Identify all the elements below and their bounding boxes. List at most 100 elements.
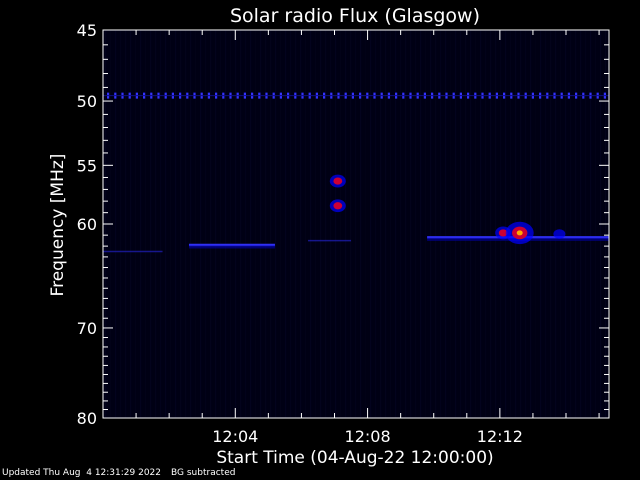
noise-stripe	[290, 30, 292, 418]
noise-stripe	[415, 30, 417, 418]
noise-stripe	[495, 30, 497, 418]
noise-stripe	[310, 30, 312, 418]
feature-burst-core	[498, 229, 508, 237]
y-tick-label: 70	[77, 319, 97, 338]
noise-stripe	[135, 30, 137, 418]
x-tick-label: 12:08	[345, 427, 391, 446]
noise-stripe	[500, 30, 502, 418]
noise-stripe	[225, 30, 227, 418]
axes: 45 50 55 60 70 80 12:04 12:08 12:12	[77, 21, 610, 446]
noise-stripe	[175, 30, 177, 418]
noise-stripe	[180, 30, 182, 418]
x-axis-label: Start Time (04-Aug-22 12:00:00)	[216, 448, 493, 468]
noise-stripe	[305, 30, 307, 418]
noise-stripe	[115, 30, 117, 418]
noise-stripe	[565, 30, 567, 418]
noise-stripe	[465, 30, 467, 418]
noise-stripe	[160, 30, 162, 418]
noise-stripe	[240, 30, 242, 418]
noise-stripe	[325, 30, 327, 418]
noise-stripe	[435, 30, 437, 418]
noise-stripe	[490, 30, 492, 418]
noise-stripe	[580, 30, 582, 418]
noise-stripe	[505, 30, 507, 418]
plot-area	[103, 30, 609, 418]
feature-burst-peak	[516, 230, 523, 236]
footer: Updated Thu Aug 4 12:31:29 2022 BG subtra…	[2, 468, 245, 478]
noise-stripe	[445, 30, 447, 418]
y-tick-label: 50	[77, 92, 97, 111]
noise-stripe	[380, 30, 382, 418]
noise-stripe	[250, 30, 252, 418]
noise-stripe	[345, 30, 347, 418]
noise-stripe	[205, 30, 207, 418]
feature-burst-core	[333, 177, 343, 185]
noise-stripe	[340, 30, 342, 418]
noise-stripe	[555, 30, 557, 418]
noise-stripe	[130, 30, 132, 418]
noise-stripe	[165, 30, 167, 418]
noise-stripe	[300, 30, 302, 418]
noise-stripe	[215, 30, 217, 418]
y-tick-label: 60	[77, 215, 97, 234]
noise-stripe	[275, 30, 277, 418]
x-tick-label: 12:04	[212, 427, 258, 446]
noise-stripe	[425, 30, 427, 418]
noise-stripe	[245, 30, 247, 418]
noise-stripe	[125, 30, 127, 418]
noise-stripe	[330, 30, 332, 418]
feature-burst-core	[333, 202, 343, 210]
noise-stripe	[220, 30, 222, 418]
noise-stripe	[145, 30, 147, 418]
noise-stripe	[390, 30, 392, 418]
noise-stripe	[475, 30, 477, 418]
noise-stripe	[510, 30, 512, 418]
noise-stripe	[365, 30, 367, 418]
noise-stripe	[190, 30, 192, 418]
noise-stripe	[230, 30, 232, 418]
noise-stripe	[335, 30, 337, 418]
x-tick-label: 12:12	[477, 427, 523, 446]
noise-stripe	[585, 30, 587, 418]
noise-stripe	[315, 30, 317, 418]
noise-stripe	[550, 30, 552, 418]
noise-stripe	[530, 30, 532, 418]
y-axis-label: Frequency [MHz]	[48, 154, 68, 297]
noise-stripe	[575, 30, 577, 418]
noise-stripe	[450, 30, 452, 418]
noise-stripe	[595, 30, 597, 418]
noise-stripe	[280, 30, 282, 418]
noise-stripe	[120, 30, 122, 418]
noise-stripe	[360, 30, 362, 418]
noise-stripe	[295, 30, 297, 418]
bg-subtracted-note: BG subtracted	[171, 468, 236, 478]
noise-stripe	[405, 30, 407, 418]
noise-stripe	[460, 30, 462, 418]
noise-stripe	[410, 30, 412, 418]
noise-stripe	[195, 30, 197, 418]
noise-stripe	[210, 30, 212, 418]
noise-stripe	[350, 30, 352, 418]
noise-stripe	[140, 30, 142, 418]
noise-stripe	[485, 30, 487, 418]
noise-stripe	[370, 30, 372, 418]
noise-stripe	[355, 30, 357, 418]
noise-stripe	[470, 30, 472, 418]
noise-stripe	[150, 30, 152, 418]
noise-stripe	[265, 30, 267, 418]
noise-stripe	[570, 30, 572, 418]
noise-stripe	[260, 30, 262, 418]
noise-stripe	[270, 30, 272, 418]
chart-title: Solar radio Flux (Glasgow)	[230, 5, 480, 27]
noise-stripe	[430, 30, 432, 418]
noise-stripe	[320, 30, 322, 418]
noise-stripe	[540, 30, 542, 418]
y-tick-label: 55	[77, 156, 97, 175]
noise-stripe	[400, 30, 402, 418]
noise-stripe	[255, 30, 257, 418]
noise-stripe	[155, 30, 157, 418]
noise-stripe	[480, 30, 482, 418]
noise-stripe	[545, 30, 547, 418]
noise-stripe	[385, 30, 387, 418]
